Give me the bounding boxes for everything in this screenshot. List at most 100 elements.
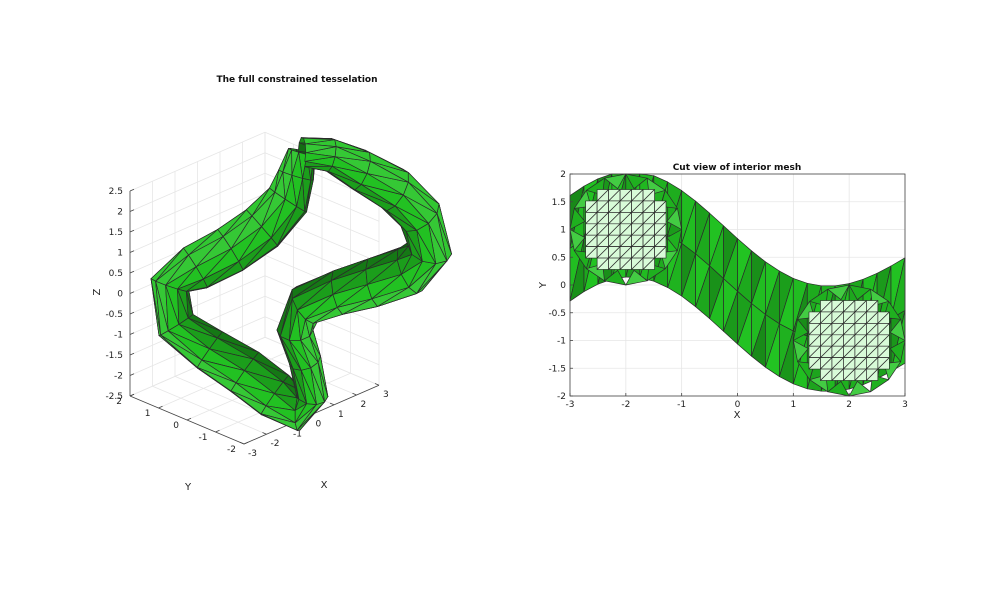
plot-3d: The full constrained tesselation 2.5 2 1.5… (92, 75, 452, 493)
y-tick-label: 1 (560, 226, 566, 236)
y-tick-label: -1.5 (548, 364, 566, 374)
y-tick-mark (186, 417, 192, 421)
z-tick-label: -2.5 (105, 392, 123, 402)
z-tick-label: -0.5 (105, 310, 123, 320)
z-tick-label: -1.5 (105, 351, 123, 361)
plot-3d-y-ticks: -2 -1 0 1 2 (116, 393, 249, 455)
cut-rim-triangle (827, 380, 850, 397)
x-tick-label: -1 (677, 400, 686, 410)
cut-rim-triangle (666, 229, 683, 252)
cut-rim-triangle (848, 284, 871, 301)
plot-3d-y-label: Y (184, 482, 192, 493)
surface-facet (300, 137, 332, 139)
cut-rim-triangle (666, 207, 683, 230)
plot-2d-y-label: Y (538, 281, 549, 289)
z-tick-mark (129, 270, 135, 274)
cut-grid-triangle (866, 368, 879, 381)
plot-3d-z-ticks: 2.5 2 1.5 1 0.5 0 -0.5 -1 -1.5 -2 -2.5 (105, 187, 135, 402)
x-tick-label: 1 (790, 400, 796, 410)
z-tick-mark (129, 250, 135, 253)
z-tick-label: -1 (114, 331, 123, 341)
x-tick-label: 2 (846, 400, 852, 410)
plot-3d-z-label: Z (92, 288, 103, 295)
cut-rim-triangle (625, 173, 648, 190)
cut-grid-triangle (877, 357, 890, 370)
z-tick-label: 0.5 (109, 269, 123, 279)
surface-facet (304, 152, 336, 162)
plot-3d-title: The full constrained tesselation (216, 75, 377, 85)
x-tick-label: 0 (316, 420, 322, 430)
x-tick-label: -3 (566, 400, 575, 410)
plot-2d-x-label: X (734, 410, 741, 421)
cut-rim-triangle (569, 207, 586, 230)
back-wall-gridline-z (129, 275, 266, 335)
y-tick-label: -1 (557, 337, 566, 347)
x-tick-mark (352, 392, 357, 396)
back-wall-gridline-z (129, 152, 266, 212)
plot-3d-surface-mesh (150, 137, 452, 431)
x-tick-mark (262, 432, 267, 435)
z-tick-label: 2 (117, 208, 123, 218)
cut-rim-triangle (848, 380, 871, 397)
cut-rim-triangle (604, 173, 627, 190)
cut-rim-triangle (889, 318, 906, 341)
y-tick-label: -2 (557, 392, 566, 402)
z-tick-mark (129, 291, 135, 294)
back-wall-gridline-z (129, 131, 266, 192)
x-tick-label: 0 (735, 400, 741, 410)
back-wall-gridline-z (129, 172, 266, 233)
cut-rim-triangle (604, 269, 627, 286)
y-tick-label: 2 (560, 170, 566, 180)
x-tick-mark (329, 402, 335, 406)
y-tick-label: 1 (145, 409, 151, 419)
cut-rim-triangle (792, 318, 809, 341)
y-tick-label: 1.5 (552, 198, 566, 208)
plot-2d-x-ticks: -3 -2 -1 0 1 2 3 (566, 393, 908, 410)
z-tick-label: 1.5 (109, 228, 123, 238)
z-tick-mark (129, 332, 135, 335)
z-tick-mark (129, 373, 135, 376)
y-tick-mark (243, 441, 249, 445)
z-tick-mark (129, 188, 135, 192)
z-tick-label: 2.5 (109, 187, 123, 197)
y-tick-mark (158, 405, 163, 409)
x-tick-label: -1 (293, 429, 302, 439)
cut-grid-triangle (654, 246, 667, 259)
z-tick-label: -2 (114, 372, 123, 382)
plot-2d: Cut view of interior mesh -3 -2 -1 0 1 2 3 2 1.… (538, 163, 908, 421)
z-tick-label: 0 (117, 290, 123, 300)
y-tick-label: 0 (173, 421, 179, 431)
cut-rim-triangle (569, 229, 586, 252)
z-tick-label: 1 (117, 249, 123, 259)
plot-3d-x-label: X (321, 480, 328, 491)
z-tick-mark (129, 229, 135, 233)
y-tick-label: 2 (116, 397, 122, 407)
plot-2d-mesh (569, 173, 906, 397)
y-tick-label: -0.5 (548, 309, 566, 319)
x-tick-label: -2 (271, 439, 280, 449)
y-tick-label: -1 (199, 433, 208, 443)
x-tick-label: 3 (383, 390, 389, 400)
z-tick-mark (129, 352, 135, 356)
x-tick-mark (374, 383, 380, 386)
cut-rim-triangle (792, 340, 809, 363)
z-tick-mark (129, 209, 135, 212)
surface-facet (304, 143, 337, 154)
x-tick-label: 3 (902, 400, 908, 410)
x-tick-mark (239, 441, 245, 445)
y-tick-label: 0 (560, 281, 566, 291)
x-tick-label: 2 (361, 400, 367, 410)
z-tick-mark (129, 311, 135, 315)
cut-grid-triangle (642, 257, 655, 270)
y-tick-label: -2 (227, 445, 236, 455)
plot-2d-y-ticks: 2 1.5 1 0.5 0 -0.5 -1 -1.5 -2 (548, 170, 573, 402)
cut-rim-triangle (889, 340, 906, 363)
plot-2d-title: Cut view of interior mesh (673, 163, 802, 173)
cut-rim-triangle (827, 284, 850, 301)
y-tick-label: 0.5 (552, 253, 566, 263)
y-tick-mark (129, 393, 135, 397)
y-tick-mark (215, 429, 220, 433)
surface-facet (303, 137, 336, 145)
cut-rim-triangle (625, 269, 648, 286)
x-tick-label: -3 (248, 449, 257, 459)
